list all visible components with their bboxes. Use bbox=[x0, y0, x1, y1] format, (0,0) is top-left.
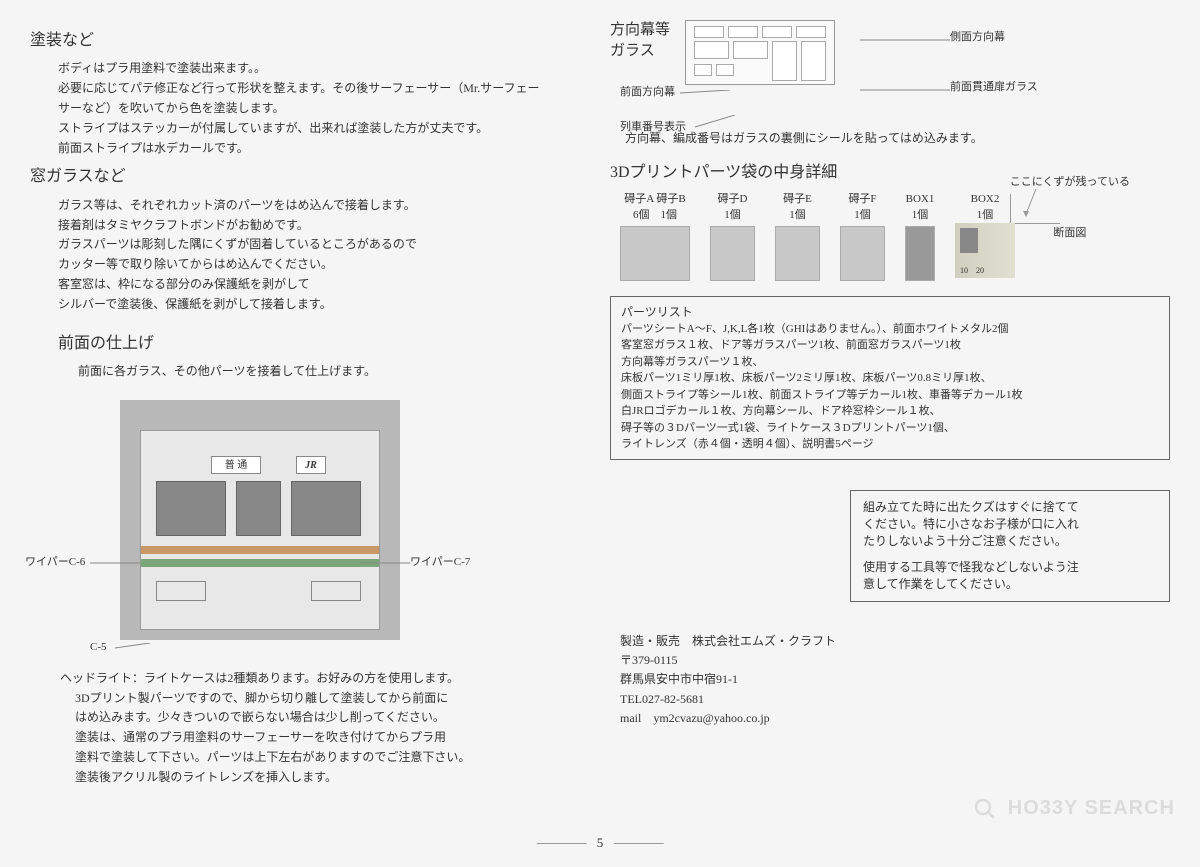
part-item: 碍子E 1個 bbox=[775, 192, 820, 281]
cross-section-diagram: ここにくずが残っている 断面図 bbox=[1010, 175, 1130, 242]
glass-line: カッター等で取り除いてからはめ込んでください。 bbox=[58, 256, 570, 273]
warning-box: 組み立てた時に出たクズはすぐに捨てて ください。特に小さなお子様が口に入れ たり… bbox=[850, 490, 1170, 602]
right-column: 方向幕等 ガラス bbox=[610, 20, 1170, 789]
sec-front-title: 前面の仕上げ bbox=[30, 333, 570, 355]
company-line: TEL027-82-5681 bbox=[620, 690, 1170, 709]
parts-list-line: 方向幕等ガラスパーツ１枚、 bbox=[621, 354, 1159, 371]
front-line: 前面に各ガラス、その他パーツを接着して仕上げます。 bbox=[78, 363, 570, 380]
left-column: 塗装など ボディはプラ用塗料で塗装出来ます。。 必要に応じてパテ修正など行って形… bbox=[30, 20, 570, 789]
company-line: 群馬県安中市中宿91-1 bbox=[620, 670, 1170, 689]
headlight-line: 塗装後アクリル製のライトレンズを挿入します。 bbox=[60, 769, 570, 786]
side-maku-label: 側面方向幕 bbox=[950, 30, 1005, 45]
parts-list-line: 碍子等の３Dパーツ一式1袋、ライトケース３Dプリントパーツ1個、 bbox=[621, 420, 1159, 437]
front-maku-label: 前面方向幕 bbox=[620, 85, 675, 100]
paint-line: 必要に応じてパテ修正など行って形状を整えます。その後サーフェーサー（Mr.サーフ… bbox=[58, 80, 570, 97]
part-item: BOX1 1個 bbox=[905, 192, 935, 281]
parts-list-line: 白JRロゴデカール１枚、方向幕シール、ドア枠窓枠シール１枚、 bbox=[621, 403, 1159, 420]
company-line: 〒379-0115 bbox=[620, 651, 1170, 670]
glass-line: 接着剤はタミヤクラフトボンドがお勧めです。 bbox=[58, 217, 570, 234]
glass-line: 客室窓は、枠になる部分のみ保護紙を剥がして bbox=[58, 276, 570, 293]
sec-glass-title: 窓ガラスなど bbox=[30, 166, 570, 188]
parts-list-line: 床板パーツ1ミリ厚1枚、床板パーツ2ミリ厚1枚、床板パーツ0.8ミリ厚1枚、 bbox=[621, 370, 1159, 387]
headlight-line: ヘッドライト：ライトケースは2種類あります。お好みの方を使用します。 bbox=[60, 670, 570, 687]
warning-line: たりしないよう十分ご注意ください。 bbox=[863, 533, 1157, 550]
paint-line: 前面ストライプは水デカールです。 bbox=[58, 140, 570, 157]
page-number: 5 bbox=[527, 834, 674, 852]
c5-label: C-5 bbox=[90, 640, 107, 655]
train-front-image: 普 通 JR bbox=[120, 400, 400, 640]
ruler-image: 10 20 bbox=[955, 223, 1015, 278]
search-icon bbox=[974, 798, 996, 820]
watermark: HO33Y SEARCH bbox=[974, 794, 1175, 822]
train-num-label: 列車番号表示 bbox=[620, 120, 686, 135]
warning-line: 組み立てた時に出たクズはすぐに捨てて bbox=[863, 499, 1157, 516]
headlight-line: 塗料で塗装して下さい。パーツは上下左右がありますのでご注意下さい。 bbox=[60, 749, 570, 766]
warning-line: 意して作業をしてください。 bbox=[863, 576, 1157, 593]
parts-list-line: パーツシートA～F、J,K,L各1枚（GHIはありません。）、前面ホワイトメタル… bbox=[621, 321, 1159, 338]
company-info: 製造・販売 株式会社エムズ・クラフト 〒379-0115 群馬県安中市中宿91-… bbox=[620, 632, 1170, 728]
paint-line: ストライプはステッカーが付属していますが、出来れば塗装した方が丈夫です。 bbox=[58, 120, 570, 137]
sec-front-body: 前面に各ガラス、その他パーツを接着して仕上げます。 bbox=[30, 363, 570, 380]
wiper-c6-label: ワイパーC-6 bbox=[25, 555, 85, 570]
headlight-notes: ヘッドライト：ライトケースは2種類あります。お好みの方を使用します。 3Dプリン… bbox=[30, 670, 570, 786]
parts-list-box: パーツリスト パーツシートA～F、J,K,L各1枚（GHIはありません。）、前面… bbox=[610, 296, 1170, 460]
part-item: 碍子F 1個 bbox=[840, 192, 885, 281]
glass-line: シルバーで塗装後、保護紙を剥がして接着します。 bbox=[58, 296, 570, 313]
part-item: BOX2 1個 10 20 bbox=[955, 192, 1015, 281]
parts-list-line: ライトレンズ（赤４個・透明４個）、説明書5ページ bbox=[621, 436, 1159, 453]
glass-note: 方向幕、編成番号はガラスの裏側にシールを貼ってはめ込みます。 bbox=[610, 130, 1170, 147]
headlight-line: はめ込みます。少々きついので嵌らない場合は少し削ってください。 bbox=[60, 709, 570, 726]
warning-line: ください。特に小さなお子様が口に入れ bbox=[863, 516, 1157, 533]
company-line: mail ym2cvazu@yahoo.co.jp bbox=[620, 709, 1170, 728]
parts-list-title: パーツリスト bbox=[621, 303, 1159, 321]
part-item: 碍子D 1個 bbox=[710, 192, 755, 281]
company-line: 製造・販売 株式会社エムズ・クラフト bbox=[620, 632, 1170, 651]
paint-line: ボディはプラ用塗料で塗装出来ます。。 bbox=[58, 60, 570, 77]
glass-section-title: 方向幕等 ガラス bbox=[610, 20, 670, 62]
door-glass-label: 前面貫通扉ガラス bbox=[950, 80, 1038, 95]
wiper-c7-label: ワイパーC-7 bbox=[410, 555, 470, 570]
glass-line: ガラス等は、それぞれカット済のパーツをはめ込んで接着します。 bbox=[58, 197, 570, 214]
paint-line: サーなど）を吹いてから色を塗装します。 bbox=[58, 100, 570, 117]
cross-shape bbox=[1010, 194, 1060, 224]
cross-label2: 断面図 bbox=[1010, 226, 1130, 241]
sec-glass-body: ガラス等は、それぞれカット済のパーツをはめ込んで接着します。 接着剤はタミヤクラ… bbox=[30, 197, 570, 313]
warning-line: 使用する工具等で怪我などしないよう注 bbox=[863, 559, 1157, 576]
parts-list-line: 客室窓ガラス１枚、ドア等ガラスパーツ1枚、前面窓ガラスパーツ1枚 bbox=[621, 337, 1159, 354]
headlight-line: 3Dプリント製パーツですので、脚から切り離して塗装してから前面に bbox=[60, 690, 570, 707]
glass-parts-diagram bbox=[685, 20, 835, 85]
destination-sign: 普 通 bbox=[211, 456, 261, 474]
headlight-line: 塗装は、通常のプラ用塗料のサーフェーサーを吹き付けてからプラ用 bbox=[60, 729, 570, 746]
sec-painting-title: 塗装など bbox=[30, 30, 570, 52]
sec-painting-body: ボディはプラ用塗料で塗装出来ます。。 必要に応じてパテ修正など行って形状を整えま… bbox=[30, 60, 570, 156]
jr-logo: JR bbox=[296, 456, 326, 474]
part-item: 碍子A 碍子B 6個 1個 bbox=[620, 192, 690, 281]
train-diagram-container: 無線アンテナ（他社パーツ） 信号炎管（他社パーツ） 普 通 JR ワイパーC-6 bbox=[30, 400, 570, 640]
parts-list-line: 側面ストライプ等シール1枚、前面ストライプ等デカール1枚、車番等デカール1枚 bbox=[621, 387, 1159, 404]
cross-label: ここにくずが残っている bbox=[1010, 175, 1130, 190]
glass-line: ガラスパーツは彫刻した隅にくずが固着しているところがあるので bbox=[58, 236, 570, 253]
